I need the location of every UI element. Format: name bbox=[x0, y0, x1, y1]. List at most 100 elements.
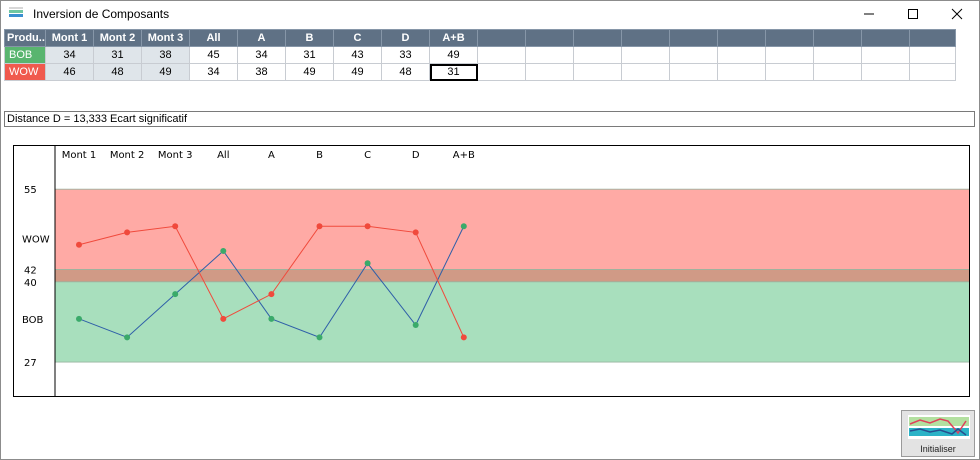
distance-status: Distance D = 13,333 Ecart significatif bbox=[4, 111, 975, 127]
table-cell[interactable]: 34 bbox=[45, 46, 94, 64]
y-tick-label: 27 bbox=[24, 358, 37, 369]
x-category-label: D bbox=[412, 150, 420, 161]
column-header-empty[interactable] bbox=[861, 29, 910, 47]
band-overlap bbox=[55, 269, 969, 282]
table-cell[interactable]: 49 bbox=[285, 63, 334, 81]
table-cell[interactable]: 46 bbox=[45, 63, 94, 81]
table-cell[interactable]: 48 bbox=[93, 63, 142, 81]
column-header-empty[interactable] bbox=[621, 29, 670, 47]
table-cell-empty[interactable] bbox=[669, 63, 718, 81]
table-cell-empty[interactable] bbox=[813, 63, 862, 81]
column-header[interactable]: Mont 1 bbox=[45, 29, 94, 47]
table-cell-empty[interactable] bbox=[909, 46, 956, 64]
column-header-empty[interactable] bbox=[765, 29, 814, 47]
column-header-empty[interactable] bbox=[813, 29, 862, 47]
table-cell-empty[interactable] bbox=[621, 63, 670, 81]
table-cell-empty[interactable] bbox=[621, 46, 670, 64]
chart-thumbnail-icon bbox=[908, 415, 970, 439]
close-icon bbox=[951, 8, 963, 20]
table-cell-empty[interactable] bbox=[861, 63, 910, 81]
title-bar: Inversion de Composants bbox=[1, 1, 979, 27]
data-grid[interactable]: Produ... Mont 1 Mont 2 Mont 3 All A B C … bbox=[4, 29, 956, 81]
table-cell[interactable]: 34 bbox=[189, 63, 238, 81]
table-cell-empty[interactable] bbox=[717, 46, 766, 64]
table-cell[interactable]: 38 bbox=[141, 46, 190, 64]
column-header[interactable]: All bbox=[189, 29, 238, 47]
x-category-label: Mont 1 bbox=[62, 150, 97, 161]
data-point-wow bbox=[124, 229, 131, 236]
column-header[interactable]: Produ... bbox=[4, 29, 46, 47]
column-header[interactable]: Mont 3 bbox=[141, 29, 190, 47]
data-point-bob bbox=[76, 315, 82, 322]
data-point-bob bbox=[268, 315, 275, 322]
band-bob bbox=[55, 269, 969, 363]
data-point-wow bbox=[76, 241, 82, 248]
column-header-empty[interactable] bbox=[717, 29, 766, 47]
table-cell-empty[interactable] bbox=[573, 63, 622, 81]
y-tick-label: 42 bbox=[24, 265, 37, 276]
x-category-label: Mont 3 bbox=[158, 150, 193, 161]
table-cell[interactable]: 48 bbox=[381, 63, 430, 81]
maximize-button[interactable] bbox=[891, 1, 935, 27]
table-cell[interactable]: 45 bbox=[189, 46, 238, 64]
table-cell[interactable]: 43 bbox=[333, 46, 382, 64]
table-cell[interactable]: 49 bbox=[333, 63, 382, 81]
table-cell-empty[interactable] bbox=[669, 46, 718, 64]
data-point-bob bbox=[220, 247, 227, 254]
table-cell-selected[interactable]: 31 bbox=[429, 63, 478, 81]
table-cell[interactable]: 31 bbox=[93, 46, 142, 64]
initialiser-button[interactable]: Initialiser bbox=[901, 410, 975, 457]
minimize-button[interactable] bbox=[847, 1, 891, 27]
data-point-wow bbox=[268, 291, 275, 298]
data-point-wow bbox=[412, 229, 419, 236]
data-point-wow bbox=[220, 315, 227, 322]
table-cell-empty[interactable] bbox=[717, 63, 766, 81]
y-tick-label: 40 bbox=[24, 278, 37, 289]
x-category-label: Mont 2 bbox=[110, 150, 145, 161]
column-header-empty[interactable] bbox=[525, 29, 574, 47]
table-cell[interactable]: 49 bbox=[141, 63, 190, 81]
table-cell[interactable]: 34 bbox=[237, 46, 286, 64]
table-cell-empty[interactable] bbox=[909, 63, 956, 81]
column-header-empty[interactable] bbox=[477, 29, 526, 47]
table-cell[interactable]: 49 bbox=[429, 46, 478, 64]
table-cell[interactable]: 38 bbox=[237, 63, 286, 81]
line-chart: 55 42 40 27 WOW BOB Mont 1 Mont 2 Mont 3 All A B C D A… bbox=[13, 145, 970, 397]
band-label-wow: WOW bbox=[22, 235, 50, 246]
data-point-bob bbox=[124, 334, 131, 341]
row-product-cell[interactable]: WOW bbox=[4, 63, 46, 81]
column-header[interactable]: C bbox=[333, 29, 382, 47]
minimize-icon bbox=[864, 13, 874, 15]
table-cell-empty[interactable] bbox=[525, 46, 574, 64]
column-header[interactable]: D bbox=[381, 29, 430, 47]
close-button[interactable] bbox=[935, 1, 979, 27]
column-header[interactable]: B bbox=[285, 29, 334, 47]
column-header-empty[interactable] bbox=[909, 29, 956, 47]
table-cell[interactable]: 31 bbox=[285, 46, 334, 64]
table-cell-empty[interactable] bbox=[477, 63, 526, 81]
table-cell-empty[interactable] bbox=[765, 46, 814, 64]
data-point-bob bbox=[172, 291, 179, 298]
maximize-icon bbox=[908, 9, 918, 19]
x-category-label: C bbox=[364, 150, 371, 161]
x-category-label: A+B bbox=[453, 150, 475, 161]
column-header[interactable]: A+B bbox=[429, 29, 478, 47]
table-cell-empty[interactable] bbox=[525, 63, 574, 81]
table-cell-empty[interactable] bbox=[573, 46, 622, 64]
data-point-bob bbox=[460, 223, 467, 230]
column-header[interactable]: A bbox=[237, 29, 286, 47]
column-header[interactable]: Mont 2 bbox=[93, 29, 142, 47]
table-cell-empty[interactable] bbox=[861, 46, 910, 64]
header-row: Produ... Mont 1 Mont 2 Mont 3 All A B C … bbox=[4, 29, 956, 47]
row-product-cell[interactable]: BOB bbox=[4, 46, 46, 64]
app-icon bbox=[9, 6, 25, 22]
column-header-empty[interactable] bbox=[669, 29, 718, 47]
table-cell-empty[interactable] bbox=[813, 46, 862, 64]
table-cell-empty[interactable] bbox=[477, 46, 526, 64]
initialiser-label: Initialiser bbox=[920, 444, 956, 454]
table-cell[interactable]: 33 bbox=[381, 46, 430, 64]
data-point-bob bbox=[316, 334, 323, 341]
table-cell-empty[interactable] bbox=[765, 63, 814, 81]
column-header-empty[interactable] bbox=[573, 29, 622, 47]
